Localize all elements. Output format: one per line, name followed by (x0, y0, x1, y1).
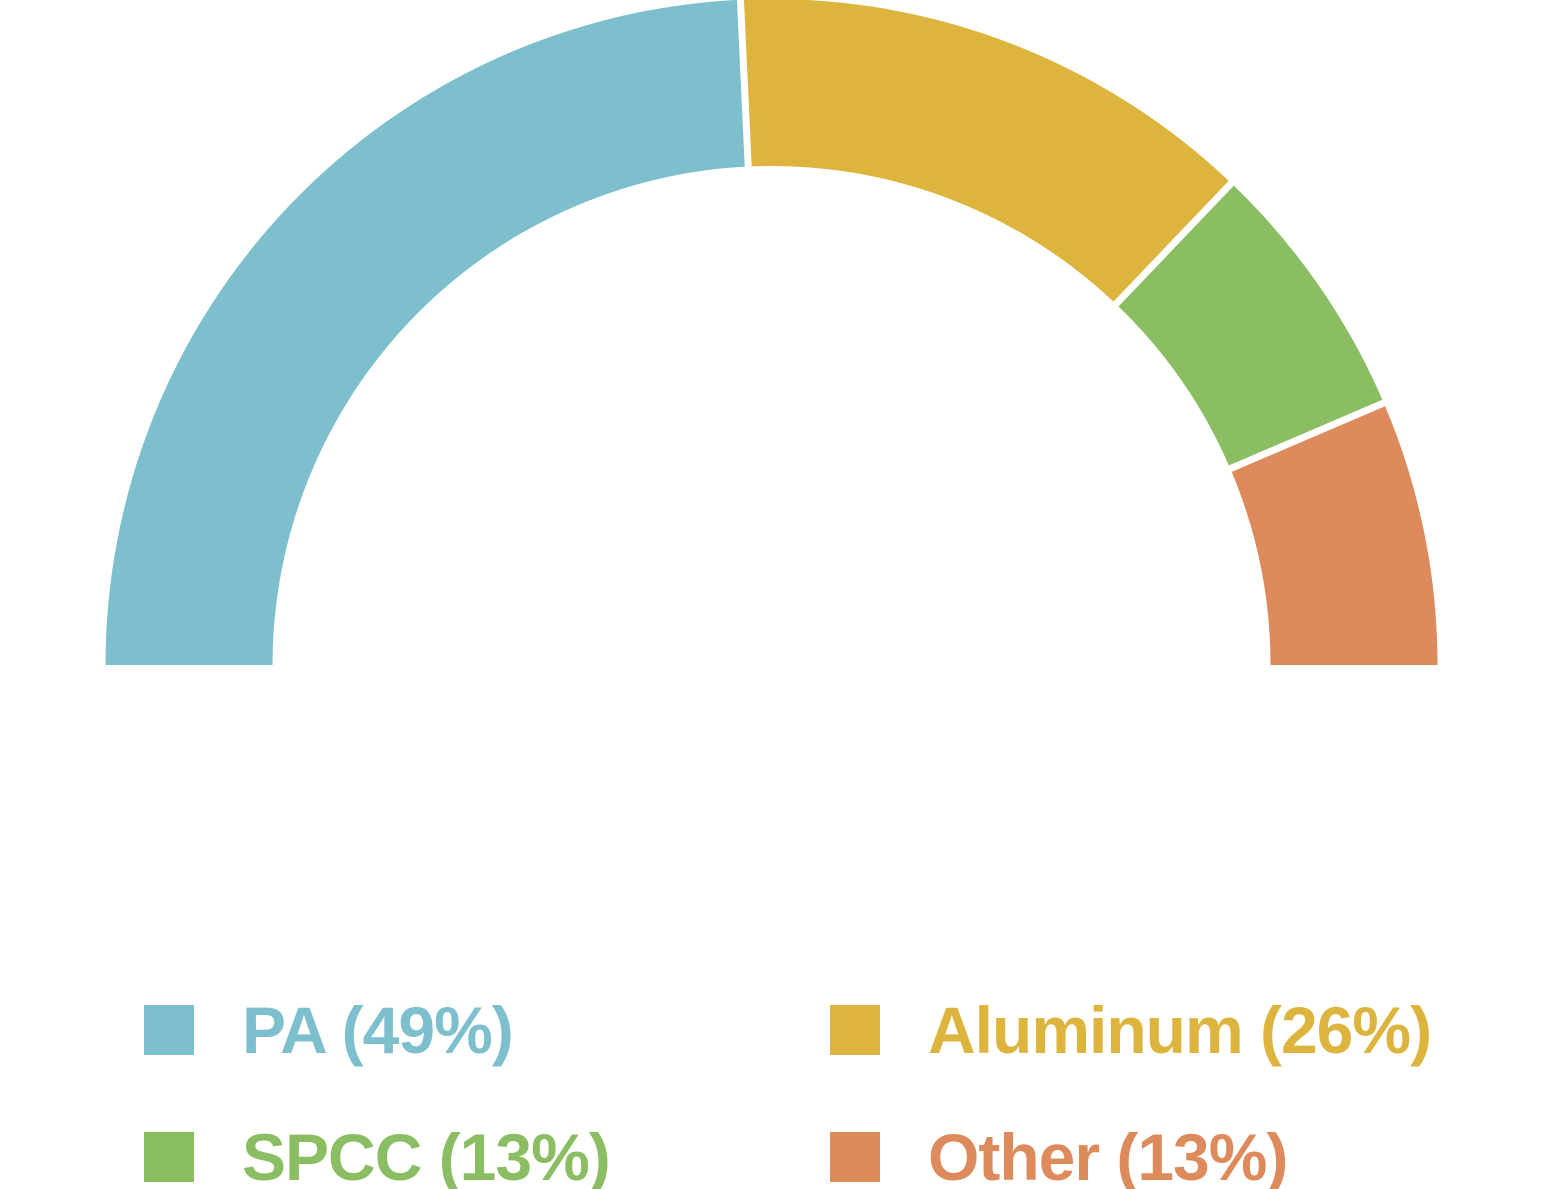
legend-item-pa: PA (49%) (144, 993, 514, 1067)
legend-label-aluminum: Aluminum (26%) (928, 993, 1432, 1067)
legend-swatch-pa (144, 1005, 194, 1055)
legend-item-other: Other (13%) (830, 1120, 1288, 1189)
legend-label-spcc: SPCC (13%) (242, 1120, 611, 1189)
segment-other (1230, 402, 1438, 665)
segment-separator (1110, 177, 1238, 311)
legend-label-other: Other (13%) (928, 1120, 1288, 1189)
legend-item-aluminum: Aluminum (26%) (830, 993, 1432, 1067)
legend-swatch-aluminum (830, 1005, 880, 1055)
legend-swatch-other (830, 1132, 880, 1182)
segment-separator (736, 0, 752, 172)
legend-label-pa: PA (49%) (242, 993, 514, 1067)
segment-separator (1224, 397, 1390, 474)
legend-swatch-spcc (144, 1132, 194, 1182)
segment-pa (105, 0, 749, 665)
segment-spcc (1116, 183, 1384, 469)
segment-aluminum (740, 0, 1232, 305)
legend-item-spcc: SPCC (13%) (144, 1120, 611, 1189)
